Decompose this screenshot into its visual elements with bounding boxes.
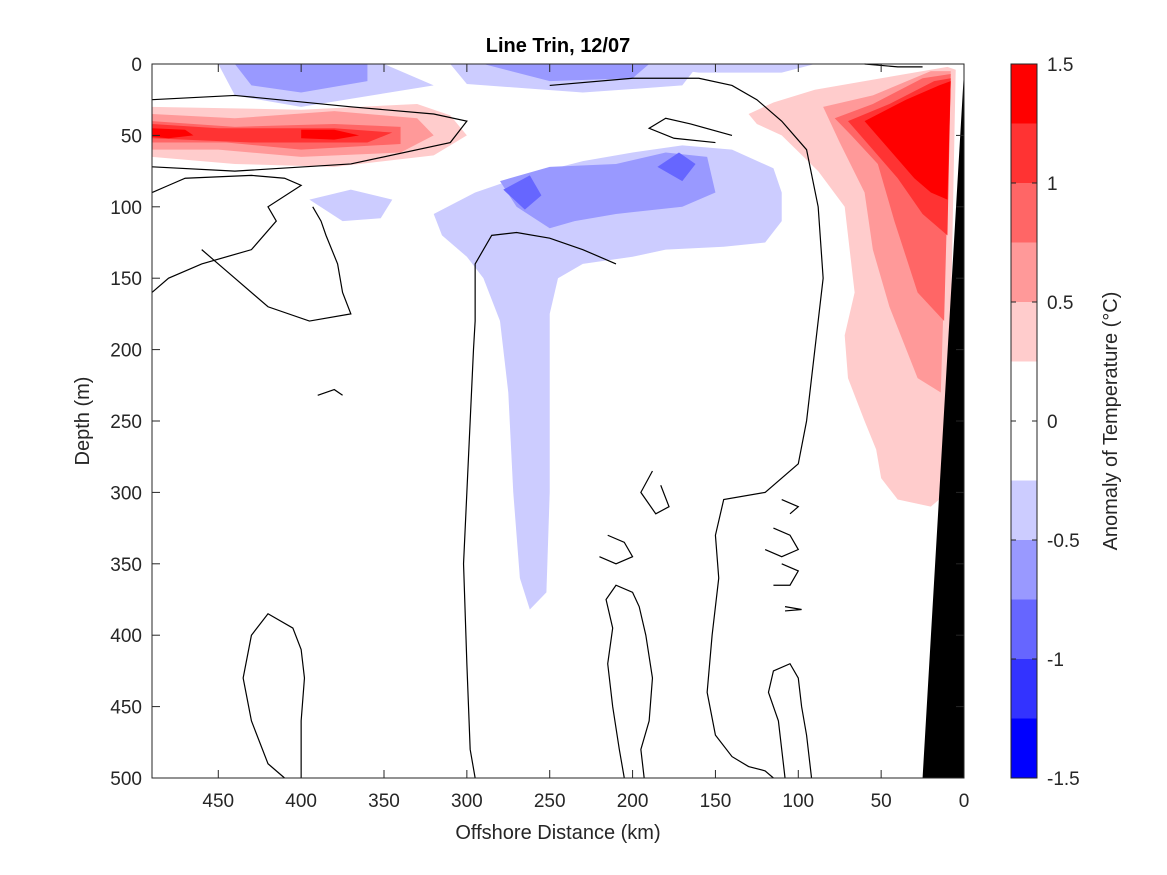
- colorbar-segment-7: [1011, 242, 1037, 302]
- x-tick-label: 350: [368, 791, 400, 812]
- zero-contour-11: [781, 498, 800, 515]
- x-axis-label: Offshore Distance (km): [455, 822, 660, 844]
- zero-contour-8: [640, 470, 670, 515]
- x-tick-label: 150: [700, 791, 732, 812]
- x-tick-label: 250: [534, 791, 566, 812]
- zero-contour-7: [549, 77, 824, 779]
- colorbar-tick-label: -1.5: [1047, 769, 1080, 790]
- colorbar-tick-label: -0.5: [1047, 531, 1080, 552]
- zero-contour-17: [864, 63, 923, 68]
- colorbar-segment-3: [1011, 540, 1037, 600]
- filled-contours: [152, 64, 956, 610]
- x-tick-label: 400: [285, 791, 317, 812]
- y-tick-label: 50: [121, 126, 142, 147]
- colorbar-tick-label: -1: [1047, 650, 1064, 671]
- contour-region-18: [152, 128, 194, 139]
- colorbar: 1.5 1 0.5 0 -0.5 -1 -1.5: [1010, 55, 1080, 790]
- contour-region-8: [503, 175, 542, 210]
- y-tick-label: 250: [110, 412, 142, 433]
- contour-region-5: [234, 64, 368, 93]
- colorbar-tick-label: 0.5: [1047, 293, 1073, 314]
- contour-region-3: [433, 145, 782, 610]
- zero-contour-13: [773, 563, 800, 586]
- colorbar-segment-10: [1011, 64, 1037, 124]
- x-tick-label: 450: [202, 791, 234, 812]
- colorbar-segment-1: [1011, 659, 1037, 719]
- contour-region-20: [864, 81, 951, 200]
- colorbar-segment-9: [1011, 123, 1037, 183]
- zero-contour-2: [242, 612, 306, 779]
- y-tick-label: 200: [110, 341, 142, 362]
- colorbar-tick-label: 0: [1047, 412, 1058, 433]
- zero-contour-5: [462, 231, 617, 779]
- plot-area: [151, 63, 965, 779]
- zero-contour-9: [599, 534, 634, 565]
- contour-region-19: [301, 129, 360, 140]
- y-tick-label: 350: [110, 555, 142, 576]
- zero-contour-12: [764, 527, 800, 558]
- zero-contour-15: [767, 662, 813, 779]
- x-tick-label: 0: [959, 791, 970, 812]
- x-tick-label: 50: [871, 791, 892, 812]
- colorbar-tick-label: 1: [1047, 174, 1058, 195]
- y-axis: 0 50 100 150 200 250 300 350 400 450 500: [110, 55, 964, 790]
- y-tick-label: 500: [110, 769, 142, 790]
- contour-region-7: [500, 152, 716, 229]
- colorbar-segment-0: [1011, 718, 1037, 778]
- colorbar-segment-2: [1011, 599, 1037, 659]
- zero-contour-1: [151, 174, 303, 293]
- contour-region-4: [309, 189, 393, 222]
- zero-contour-14: [784, 606, 802, 612]
- y-tick-label: 450: [110, 698, 142, 719]
- y-tick-label: 100: [110, 198, 142, 219]
- colorbar-segment-4: [1011, 480, 1037, 540]
- contour-region-9: [657, 152, 696, 182]
- zero-contour-10: [317, 388, 343, 396]
- x-tick-label: 100: [782, 791, 814, 812]
- contour-region-2: [632, 64, 815, 73]
- seafloor-bathymetry: [922, 64, 964, 778]
- y-tick-label: 150: [110, 269, 142, 290]
- chart-title: Line Trin, 12/07: [486, 35, 631, 57]
- x-tick-label: 300: [451, 791, 483, 812]
- zero-contour-4: [201, 206, 352, 322]
- y-axis-label: Depth (m): [72, 377, 94, 466]
- y-tick-label: 300: [110, 483, 142, 504]
- y-tick-label: 400: [110, 626, 142, 647]
- zero-contour-16: [647, 117, 733, 144]
- colorbar-segment-8: [1011, 183, 1037, 243]
- zero-contour-lines: [151, 63, 923, 779]
- contour-region-6: [483, 64, 650, 82]
- colorbar-tick-label: 1.5: [1047, 55, 1073, 76]
- zero-contour-0: [151, 94, 468, 172]
- colorbar-segment-6: [1011, 302, 1037, 362]
- x-axis: 450 400 350 300 250 200 150 100 50 0: [202, 64, 969, 812]
- zero-contour-6: [605, 584, 654, 779]
- y-tick-label: 0: [131, 55, 142, 76]
- x-tick-label: 200: [617, 791, 649, 812]
- colorbar-label: Anomaly of Temperature (°C): [1100, 292, 1122, 551]
